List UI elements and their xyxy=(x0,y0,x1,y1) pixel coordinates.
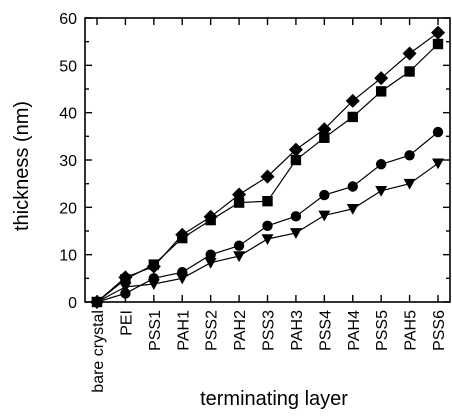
data-point xyxy=(290,154,302,166)
data-point xyxy=(319,189,330,201)
data-point xyxy=(290,211,302,222)
series-circle xyxy=(91,126,444,308)
data-point xyxy=(403,178,416,190)
data-point xyxy=(119,282,132,293)
x-tick-label: PSS4 xyxy=(317,310,334,351)
x-tick-label: PSS6 xyxy=(431,310,448,351)
x-tick-label: PAH3 xyxy=(289,310,306,351)
data-point xyxy=(233,197,245,208)
data-point xyxy=(205,249,216,260)
x-tick-label: PAH1 xyxy=(175,310,192,351)
data-point xyxy=(375,185,388,197)
data-point xyxy=(374,71,389,86)
data-point xyxy=(432,158,444,170)
data-point xyxy=(176,273,189,285)
y-tick-label: 60 xyxy=(59,11,77,28)
data-point xyxy=(289,228,302,239)
y-tick-label: 10 xyxy=(59,248,77,265)
data-point xyxy=(233,251,246,263)
x-axis-title: terminating layer xyxy=(200,388,348,410)
data-point xyxy=(375,159,387,170)
data-point xyxy=(347,181,358,192)
data-point xyxy=(319,132,330,143)
data-point xyxy=(177,232,188,244)
x-tick-label: PAH4 xyxy=(346,310,363,351)
axes: 0 10 20 30 40 50 60 bare crystal PEI PSS1 PAH1 PSS2… xyxy=(59,11,451,393)
data-point xyxy=(261,234,274,246)
data-point xyxy=(232,187,247,202)
data-point xyxy=(233,240,245,251)
data-point xyxy=(375,86,387,97)
data-point xyxy=(345,93,360,108)
data-point xyxy=(205,214,216,226)
data-point xyxy=(204,257,217,269)
series-line xyxy=(96,32,439,303)
x-tick-label: PSS2 xyxy=(204,310,221,351)
data-point xyxy=(147,279,160,290)
x-tick-label: PSS1 xyxy=(147,310,164,351)
data-point xyxy=(346,203,359,215)
y-tick-label: 40 xyxy=(59,106,77,123)
series-triangle-down xyxy=(91,158,444,308)
data-point xyxy=(404,150,415,161)
data-point xyxy=(430,25,446,40)
x-tick-label: PAH5 xyxy=(403,310,420,351)
data-point xyxy=(404,66,415,77)
y-axis-title: thickness (nm) xyxy=(11,101,33,231)
data-point xyxy=(262,195,273,207)
data-point xyxy=(432,38,444,50)
data-point xyxy=(262,220,273,231)
series-layer xyxy=(89,25,446,310)
series-line xyxy=(96,131,439,303)
data-point xyxy=(120,288,131,299)
data-point xyxy=(432,126,444,138)
y-tick-label: 0 xyxy=(68,295,77,312)
series-diamond xyxy=(89,25,446,310)
data-point xyxy=(120,274,131,285)
data-point xyxy=(347,111,358,123)
x-tick-label: bare crystal xyxy=(90,310,107,393)
data-point xyxy=(318,210,331,222)
data-point xyxy=(402,46,417,61)
x-tick-label: PSS5 xyxy=(374,310,391,351)
x-tick-label: PEI xyxy=(118,310,135,336)
x-tick-label: PSS3 xyxy=(261,310,278,351)
x-tick-label: PAH2 xyxy=(232,310,249,351)
data-point xyxy=(91,297,103,308)
y-tick-label: 30 xyxy=(59,153,77,170)
y-tick-label: 50 xyxy=(59,58,77,75)
data-point xyxy=(288,142,303,157)
data-point xyxy=(260,169,275,184)
y-tick-label: 20 xyxy=(59,200,77,217)
data-point xyxy=(148,259,160,270)
